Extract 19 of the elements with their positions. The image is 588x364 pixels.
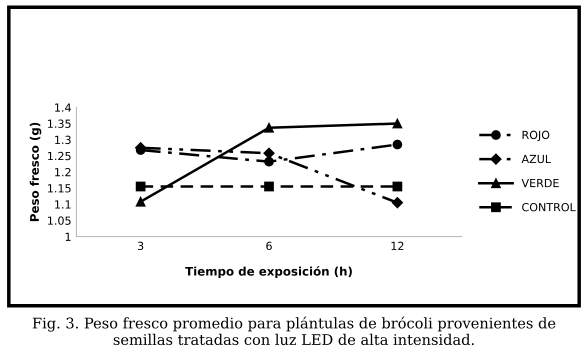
legend-label: AZUL xyxy=(522,154,551,164)
x-tick-label: 3 xyxy=(138,242,144,250)
y-tick-label: 1 xyxy=(66,232,71,241)
legend-label: ROJO xyxy=(522,130,550,142)
y-tick-label: 1.2 xyxy=(55,168,70,176)
y-tick-label: 1.05 xyxy=(48,216,71,225)
y-axis-title: Peso fresco (g) xyxy=(30,122,42,222)
y-tick-label: 1.15 xyxy=(48,184,71,193)
y-tick-label: 1.3 xyxy=(55,136,71,144)
x-tick-label: 6 xyxy=(266,242,272,250)
x-tick-label: 12 xyxy=(392,242,404,250)
legend-label: VERDE xyxy=(522,179,559,188)
y-tick-label: 1.1 xyxy=(55,200,71,209)
y-tick-label: 1.4 xyxy=(55,104,71,112)
y-tick-label: 1.35 xyxy=(48,120,71,128)
y-tick-label: 1.25 xyxy=(48,152,71,160)
caption: Fig. 3. Peso fresco promedio para plántulas de brócoli provenientes de semillas tratadas con luz LED de alta intensidad. xyxy=(32,316,556,346)
legend-label: CONTROL xyxy=(522,202,576,212)
x-axis-title: Tiempo de exposición (h) xyxy=(185,266,352,278)
